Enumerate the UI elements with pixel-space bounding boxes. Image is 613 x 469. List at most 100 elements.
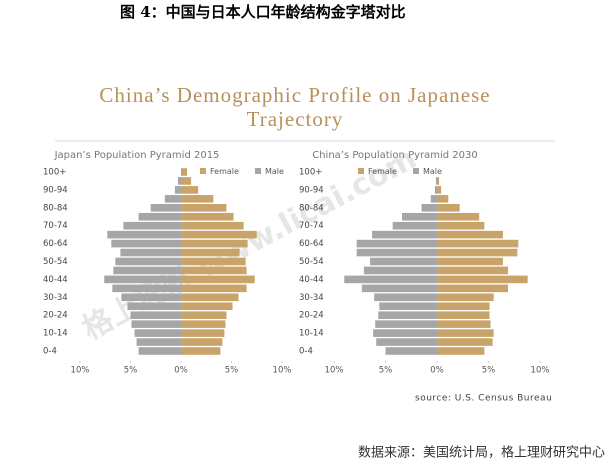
y-tick-label: 30-34 bbox=[299, 293, 324, 303]
bar bbox=[181, 239, 248, 248]
y-tick-label: 90-94 bbox=[299, 185, 324, 195]
x-tick-label: 10% bbox=[71, 366, 90, 376]
bar bbox=[181, 275, 255, 284]
bar bbox=[115, 257, 181, 266]
y-tick-label: 30-34 bbox=[43, 293, 68, 303]
chart-subtitle: Japan’s Population Pyramid 2015 bbox=[54, 150, 220, 161]
bar bbox=[181, 221, 244, 230]
bar bbox=[373, 329, 437, 337]
y-tick-label: 90-94 bbox=[43, 185, 68, 195]
bar bbox=[378, 311, 437, 319]
title-line: Trajectory bbox=[247, 107, 344, 131]
bar bbox=[136, 338, 181, 346]
bar bbox=[123, 221, 181, 230]
bar bbox=[437, 230, 503, 239]
bar bbox=[181, 168, 188, 176]
bar bbox=[181, 284, 247, 293]
bar bbox=[437, 275, 528, 284]
bar bbox=[181, 195, 214, 203]
bar bbox=[150, 204, 181, 212]
bar bbox=[375, 320, 437, 328]
x-tick-label: 10% bbox=[325, 366, 344, 376]
bar bbox=[112, 284, 181, 293]
y-tick-label: 0-4 bbox=[43, 347, 57, 357]
bar bbox=[181, 230, 257, 239]
bar bbox=[437, 284, 509, 293]
bar bbox=[437, 266, 509, 275]
bar bbox=[134, 329, 181, 337]
legend-swatch bbox=[358, 168, 364, 174]
y-tick-label: 50-54 bbox=[299, 257, 324, 267]
y-tick-label: 60-64 bbox=[43, 239, 68, 249]
bar bbox=[392, 221, 437, 230]
bar bbox=[437, 302, 490, 311]
legend-swatch bbox=[255, 168, 261, 174]
bar bbox=[437, 212, 480, 221]
bar bbox=[181, 186, 199, 194]
bar bbox=[164, 195, 181, 203]
bar bbox=[120, 248, 181, 257]
title-line: China’s Demographic Profile on Japanese bbox=[99, 83, 490, 107]
bar bbox=[374, 293, 437, 302]
y-tick-label: 40-44 bbox=[43, 275, 68, 285]
bar bbox=[437, 293, 494, 302]
bar bbox=[344, 275, 437, 284]
bar bbox=[435, 177, 437, 185]
bar bbox=[430, 195, 437, 203]
bar bbox=[437, 257, 503, 266]
chart-subtitle: China’s Population Pyramid 2030 bbox=[312, 150, 478, 161]
y-tick-label: 10-14 bbox=[43, 329, 68, 339]
source: source: U.S. Census Bureau bbox=[415, 394, 552, 404]
bar bbox=[434, 186, 437, 194]
bar bbox=[181, 248, 240, 257]
legend-label: Male bbox=[265, 167, 284, 176]
legend-swatch bbox=[200, 168, 206, 174]
bar bbox=[181, 204, 227, 212]
bar bbox=[437, 248, 518, 257]
bar bbox=[138, 347, 181, 355]
y-tick-label: 100+ bbox=[43, 168, 66, 178]
bar bbox=[181, 338, 223, 346]
y-tick-label: 50-54 bbox=[43, 257, 68, 267]
bar bbox=[437, 329, 494, 337]
x-tick-label: 5% bbox=[124, 366, 138, 376]
bar bbox=[437, 177, 440, 185]
bar bbox=[356, 248, 437, 257]
bar bbox=[181, 347, 221, 355]
x-tick-label: 0% bbox=[430, 366, 444, 376]
bar bbox=[437, 204, 460, 212]
y-tick-label: 10-14 bbox=[299, 329, 324, 339]
bar bbox=[181, 257, 246, 266]
bar bbox=[385, 347, 437, 355]
legend-swatch bbox=[413, 168, 419, 174]
bar bbox=[370, 257, 437, 266]
x-tick-label: 5% bbox=[225, 366, 239, 376]
bar bbox=[437, 195, 449, 203]
legend-label: Female bbox=[368, 167, 397, 176]
caption: 图 4：中国与日本人口年龄结构金字塔对比 bbox=[120, 3, 406, 21]
x-tick-label: 0% bbox=[174, 366, 188, 376]
bar bbox=[127, 302, 181, 311]
bar bbox=[363, 266, 437, 275]
bar bbox=[372, 230, 437, 239]
y-tick-label: 20-24 bbox=[299, 311, 324, 321]
bar bbox=[437, 311, 490, 319]
bar bbox=[181, 266, 247, 275]
y-tick-label: 0-4 bbox=[299, 347, 313, 357]
y-tick-label: 40-44 bbox=[299, 275, 324, 285]
y-tick-label: 70-74 bbox=[299, 221, 324, 231]
bar bbox=[181, 177, 192, 185]
bar bbox=[130, 311, 181, 319]
y-tick-label: 60-64 bbox=[299, 239, 324, 249]
bar bbox=[437, 320, 491, 328]
bar bbox=[113, 266, 181, 275]
bar bbox=[421, 204, 437, 212]
bar bbox=[181, 311, 227, 319]
bar bbox=[107, 230, 181, 239]
legend-label: Female bbox=[210, 167, 239, 176]
x-tick-label: 5% bbox=[482, 366, 496, 376]
footer: 数据来源：美国统计局，格上理财研究中心 bbox=[358, 445, 605, 461]
y-tick-label: 70-74 bbox=[43, 221, 68, 231]
bar bbox=[181, 302, 233, 311]
